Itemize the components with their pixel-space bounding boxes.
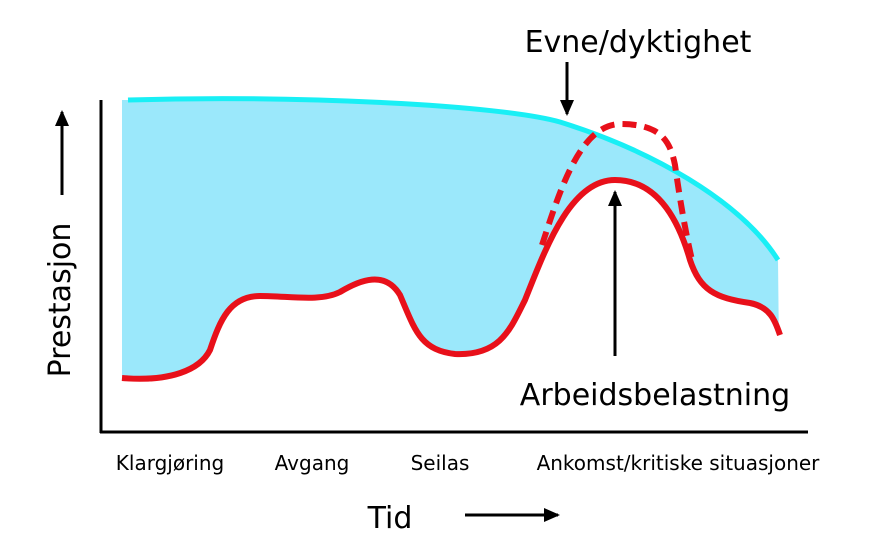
- mask: [110, 180, 800, 445]
- phase-label: Klargjøring: [116, 451, 224, 475]
- capability-curve: [127, 96, 781, 262]
- phase-label: Avgang: [275, 451, 350, 475]
- phase-label: Ankomst/kritiske situasjoner: [537, 451, 821, 475]
- workload-curve: [121, 176, 783, 382]
- x-axis-label: Tid: [367, 501, 413, 536]
- capability-label: Evne/dyktighet: [525, 25, 752, 60]
- y-axis-label: Prestasjon: [43, 223, 78, 378]
- phase-label: Seilas: [411, 451, 470, 475]
- workload-peak-dashed: [539, 120, 695, 261]
- workload-label: Arbeidsbelastning: [520, 378, 790, 413]
